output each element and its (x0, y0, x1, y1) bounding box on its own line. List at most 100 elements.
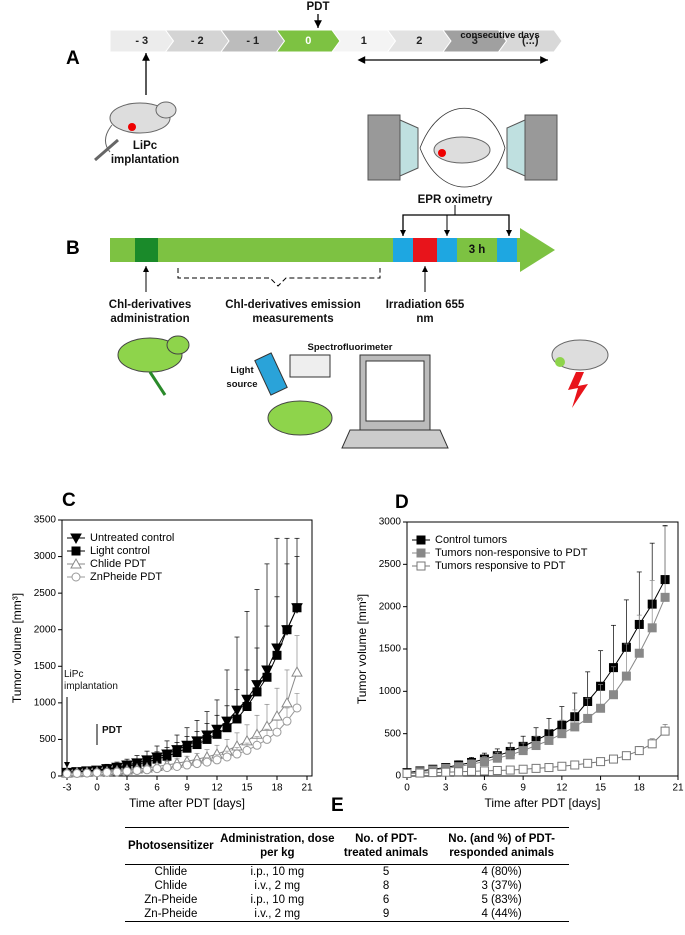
marker (262, 734, 272, 744)
table-cell: Chlide (154, 880, 188, 892)
caption: consecutive days (460, 30, 540, 41)
marker (70, 557, 82, 569)
timeline-day: 2 (416, 35, 422, 47)
y-tick-label: 0 (395, 771, 401, 782)
panel-label: B (66, 238, 80, 259)
panel-label: E (331, 795, 344, 816)
table-body: Chlide i.p., 10 mg 5 4 (80%) Chlide i.v., 2 m… (125, 865, 569, 922)
marker (531, 763, 541, 773)
x-tick-label: 9 (184, 783, 190, 794)
marker (492, 765, 502, 775)
y-tick-label: 2500 (34, 588, 57, 599)
y-tick-label: 2000 (34, 624, 57, 635)
marker (544, 735, 554, 745)
x-tick-label: 12 (556, 783, 568, 794)
marker (467, 766, 477, 776)
marker (583, 758, 593, 768)
x-axis-label: Time after PDT [days] (129, 796, 245, 810)
marker (292, 603, 302, 613)
marker (202, 757, 212, 767)
timeline-day: 1 (361, 35, 367, 47)
table-cell: 5 (83%) (481, 894, 522, 906)
marker (596, 703, 606, 713)
marker (282, 625, 292, 635)
marker (182, 760, 192, 770)
marker (192, 759, 202, 769)
x-tick-label: 18 (634, 783, 646, 794)
marker (428, 768, 438, 778)
marker (212, 755, 222, 765)
table-cell: Chlide (154, 866, 188, 878)
y-tick-label: 3500 (34, 515, 57, 526)
legend-label: Chlide PDT (90, 558, 147, 570)
marker (479, 766, 489, 776)
marker (162, 763, 172, 773)
marker (557, 761, 567, 771)
marker (182, 743, 192, 753)
y-tick-label: 3000 (34, 551, 57, 562)
marker (291, 666, 303, 677)
marker (72, 768, 82, 778)
marker (416, 561, 426, 571)
marker (518, 764, 528, 774)
marker (70, 533, 82, 545)
caption: Light source (226, 365, 258, 390)
caption: Irradiation 655 nm (385, 299, 465, 325)
timeline-day: (...) (522, 35, 539, 47)
y-tick-label: 2000 (379, 601, 402, 612)
marker (222, 723, 232, 733)
caption: 3 h (468, 244, 486, 256)
timeline-day: - 1 (246, 35, 259, 47)
x-tick-label: 3 (124, 783, 130, 794)
table-header: Photosensitizer Administration, dose per … (125, 827, 569, 865)
marker (152, 764, 162, 774)
table-cell: i.p., 10 mg (250, 866, 305, 878)
marker (479, 757, 489, 767)
table-cell: i.v., 2 mg (216, 907, 338, 922)
table-cell: 4 (80%) (481, 866, 522, 878)
legend-label: Untreated control (90, 532, 174, 544)
marker (660, 726, 670, 736)
marker (202, 734, 212, 744)
table-cell: Zn-Pheide (144, 894, 198, 906)
table-cell: 9 (338, 907, 435, 922)
table-cell: 4 (44%) (434, 907, 569, 922)
y-tick-label: 3000 (379, 517, 402, 528)
y-tick-label: 1000 (379, 686, 402, 697)
x-tick-label: 18 (271, 783, 283, 794)
table-row: Chlide i.p., 10 mg 5 4 (80%) (125, 865, 569, 880)
marker (557, 729, 567, 739)
table-cell: 5 (382, 866, 390, 878)
timeline-step (497, 29, 563, 53)
panel-label: D (395, 492, 409, 513)
x-tick-label: -3 (63, 783, 72, 794)
table-cell: i.v., 2 mg (254, 880, 301, 892)
marker (271, 709, 283, 721)
x-tick-label: 0 (404, 783, 410, 794)
table-cell: 8 (382, 880, 390, 892)
marker (634, 648, 644, 658)
legend-label: Control tumors (435, 534, 508, 546)
marker (492, 753, 502, 763)
marker (660, 592, 670, 602)
table-row: Chlide i.v., 2 mg 8 3 (37%) (125, 879, 569, 893)
y-tick-label: 2500 (379, 559, 402, 570)
marker (647, 739, 657, 749)
timeline-day: - 2 (191, 35, 204, 47)
y-tick-label: 0 (50, 771, 56, 782)
marker (172, 761, 182, 771)
marker (441, 767, 451, 777)
y-axis-label: Tumor volume [mm³] (355, 594, 369, 704)
mouse-illustration (117, 335, 609, 449)
marker (122, 766, 132, 776)
marker (192, 740, 202, 750)
marker (570, 722, 580, 732)
marker (71, 572, 81, 582)
timeline-day: 3 (472, 35, 478, 47)
caption: Chl-derivatives administration (108, 299, 192, 325)
marker (608, 690, 618, 700)
marker (454, 767, 464, 777)
